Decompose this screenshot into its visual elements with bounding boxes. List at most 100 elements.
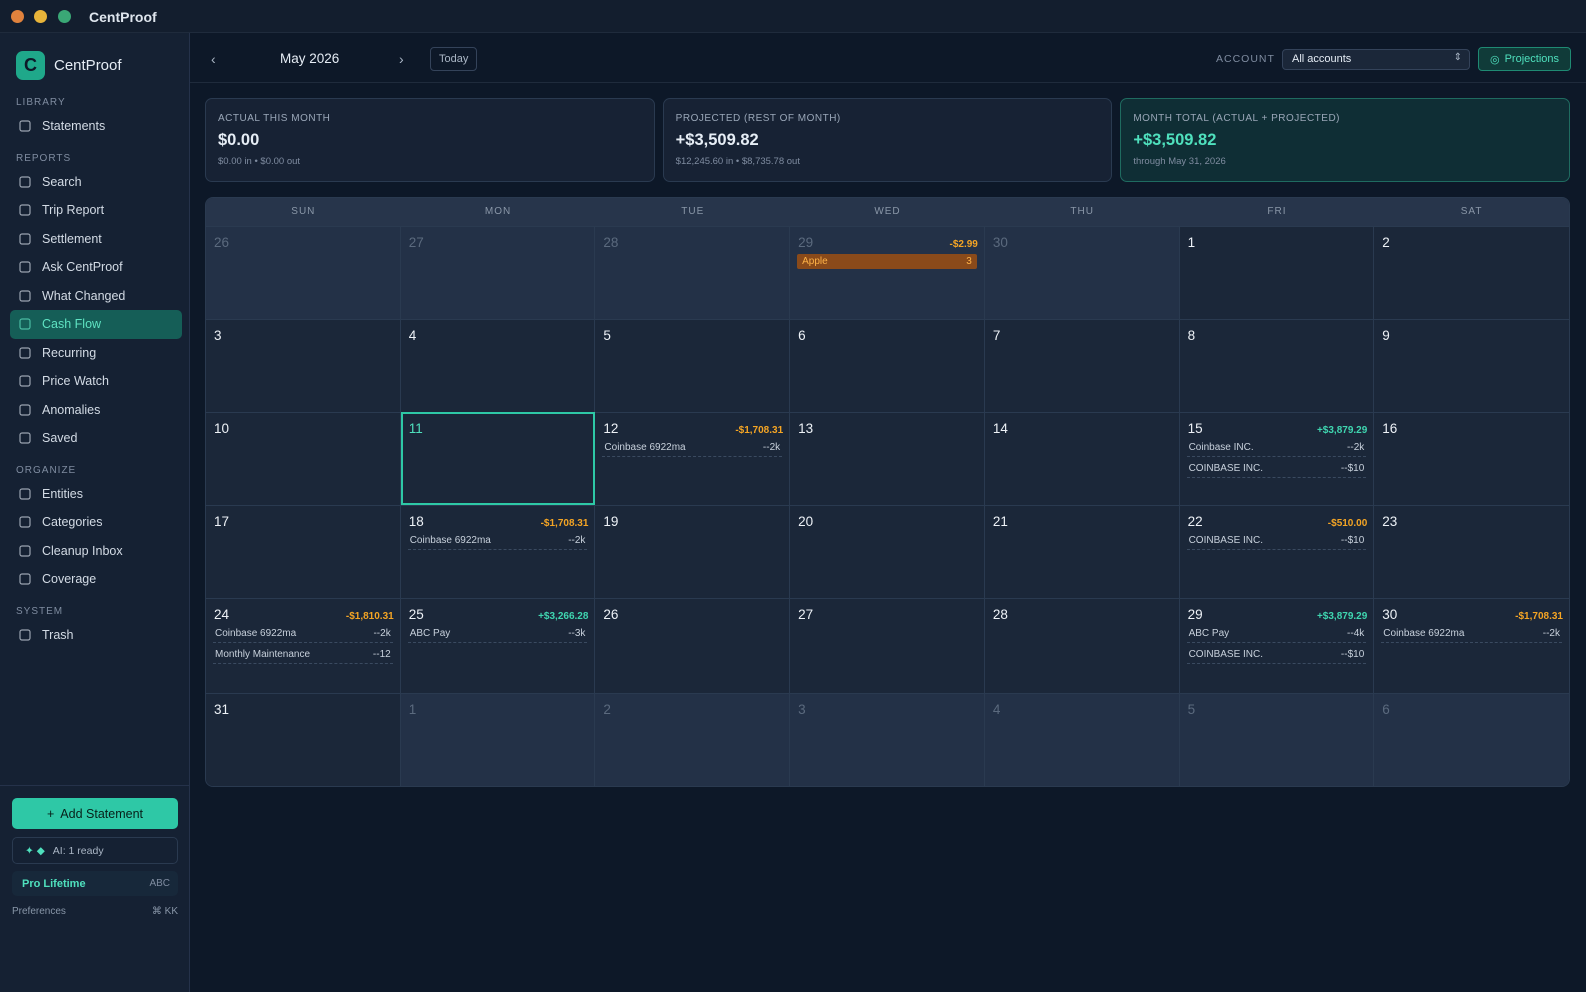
day-cell[interactable]: 22 -$510.00 COINBASE INC. --$10: [1179, 505, 1375, 598]
day-cell[interactable]: 5: [1179, 693, 1375, 786]
nav-item[interactable]: Search: [10, 168, 182, 197]
day-cell[interactable]: 8: [1179, 319, 1375, 412]
day-cell[interactable]: 26: [206, 226, 401, 319]
nav-item[interactable]: Cleanup Inbox: [10, 537, 182, 566]
day-cell[interactable]: 15 +$3,879.29 Coinbase INC. --2k COINBASE IN…: [1179, 412, 1375, 505]
nav-item[interactable]: Recurring: [10, 339, 182, 368]
day-cell[interactable]: 27: [790, 598, 985, 693]
nav-item[interactable]: Entities: [10, 480, 182, 509]
day-cell[interactable]: 13: [790, 412, 985, 505]
event-name: ABC Pay: [409, 628, 451, 639]
day-cell[interactable]: 19: [595, 505, 791, 598]
day-cell[interactable]: 28: [984, 598, 1180, 693]
day-cell[interactable]: 24 -$1,810.31 Coinbase 6922ma --2k Monthly M…: [206, 598, 401, 693]
day-cell[interactable]: 17: [206, 505, 401, 598]
nav-item[interactable]: Ask CentProof: [10, 253, 182, 282]
day-cell[interactable]: 4: [400, 319, 596, 412]
day-cell[interactable]: 11: [400, 412, 596, 505]
zoom-button[interactable]: [58, 10, 71, 23]
ai-icon: ✦ ◆: [25, 844, 45, 857]
day-cell[interactable]: 10: [206, 412, 401, 505]
day-cell[interactable]: 5: [595, 319, 791, 412]
day-number: 18: [408, 514, 424, 529]
event-amount: --$10: [1340, 535, 1365, 546]
preferences[interactable]: Preferences ⌘ KK: [12, 901, 178, 921]
event[interactable]: Coinbase INC. --2k: [1186, 442, 1367, 457]
nav-item[interactable]: Trip Report: [10, 196, 182, 225]
nav-item[interactable]: Settlement: [10, 225, 182, 254]
day-cell[interactable]: 1: [400, 693, 596, 786]
day-cell[interactable]: 16: [1374, 412, 1569, 505]
day-number: 8: [1187, 328, 1196, 343]
day-cell[interactable]: 9: [1374, 319, 1569, 412]
prev-month[interactable]: ‹: [211, 51, 216, 67]
nav-item[interactable]: Coverage: [10, 565, 182, 594]
day-cell[interactable]: 29 -$2.99 Apple 3: [790, 226, 985, 319]
event[interactable]: ABC Pay --3k: [407, 628, 588, 643]
day-number: 2: [603, 702, 611, 717]
day-cell[interactable]: 6: [1374, 693, 1569, 786]
event[interactable]: COINBASE INC. --$10: [1186, 535, 1367, 550]
minimize-button[interactable]: [34, 10, 47, 23]
day-cell[interactable]: 25 +$3,266.28 ABC Pay --3k: [400, 598, 596, 693]
nav-label: Coverage: [42, 572, 97, 587]
day-cell[interactable]: 29 +$3,879.29 ABC Pay --4k COINBASE INC. --$1…: [1179, 598, 1375, 693]
day-cell[interactable]: 20: [790, 505, 985, 598]
nav-icon: [19, 347, 31, 359]
add-statement-button[interactable]: + Add Statement: [12, 798, 178, 829]
day-cell[interactable]: 1: [1179, 226, 1375, 319]
next-month[interactable]: ›: [399, 51, 404, 67]
day-cell[interactable]: 2: [1374, 226, 1569, 319]
event[interactable]: Monthly Maintenance --12: [213, 649, 393, 664]
event[interactable]: Apple 3: [797, 254, 977, 269]
day-cell[interactable]: 7: [984, 319, 1180, 412]
day-cell[interactable]: 21: [984, 505, 1180, 598]
day-cell[interactable]: 30: [984, 226, 1180, 319]
plan-badge[interactable]: Pro Lifetime ABC: [12, 871, 178, 896]
weekday: FRI: [1267, 206, 1287, 217]
day-cell[interactable]: 3: [790, 693, 985, 786]
summary-card: MONTH TOTAL (ACTUAL + PROJECTED) +$3,509.…: [1120, 98, 1571, 182]
day-cell[interactable]: 23: [1374, 505, 1569, 598]
day-cell[interactable]: 3: [206, 319, 401, 412]
event[interactable]: COINBASE INC. --$10: [1186, 649, 1367, 664]
nav-item[interactable]: Trash: [10, 621, 182, 650]
event[interactable]: Coinbase 6922ma --2k: [602, 442, 783, 457]
event[interactable]: Coinbase 6922ma --2k: [407, 535, 588, 550]
nav-item[interactable]: Cash Flow: [10, 310, 182, 339]
event[interactable]: ABC Pay --4k: [1186, 628, 1367, 643]
plus-icon: +: [46, 806, 55, 821]
day-cell[interactable]: 27: [400, 226, 596, 319]
today-button[interactable]: Today: [430, 47, 478, 71]
nav-item[interactable]: What Changed: [10, 282, 182, 311]
day-number: 1: [1187, 235, 1196, 250]
event[interactable]: Coinbase 6922ma --2k: [213, 628, 393, 643]
ai-status[interactable]: ✦ ◆ AI: 1 ready: [12, 837, 178, 864]
day-cell[interactable]: 14: [984, 412, 1180, 505]
day-cell[interactable]: 12 -$1,708.31 Coinbase 6922ma --2k: [595, 412, 791, 505]
day-cell[interactable]: 26: [595, 598, 791, 693]
day-cell[interactable]: 2: [595, 693, 791, 786]
day-cell[interactable]: 28: [595, 226, 791, 319]
event[interactable]: Coinbase 6922ma --2k: [1381, 628, 1562, 643]
day-number: 17: [214, 514, 230, 529]
day-cell[interactable]: 6: [790, 319, 985, 412]
day-number: 11: [408, 421, 423, 436]
projections-button[interactable]: ◎ Projections: [1478, 47, 1571, 71]
day-cell[interactable]: 31: [206, 693, 401, 786]
event[interactable]: COINBASE INC. --$10: [1186, 463, 1367, 478]
day-cell[interactable]: 18 -$1,708.31 Coinbase 6922ma --2k: [400, 505, 596, 598]
button-label: Add Statement: [60, 806, 143, 821]
nav-item[interactable]: Categories: [10, 508, 182, 537]
nav-item[interactable]: Saved: [10, 424, 182, 453]
day-cell[interactable]: 30 -$1,708.31 Coinbase 6922ma --2k: [1374, 598, 1569, 693]
day-number: 25: [408, 607, 424, 622]
account-select[interactable]: All accounts ⇕: [1282, 49, 1470, 70]
nav-item[interactable]: Price Watch: [10, 367, 182, 396]
close-button[interactable]: [11, 10, 24, 23]
projections-icon: ◎: [1489, 53, 1500, 66]
nav-item[interactable]: Anomalies: [10, 396, 182, 425]
nav-item[interactable]: Statements: [10, 112, 182, 141]
day-cell[interactable]: 4: [984, 693, 1180, 786]
